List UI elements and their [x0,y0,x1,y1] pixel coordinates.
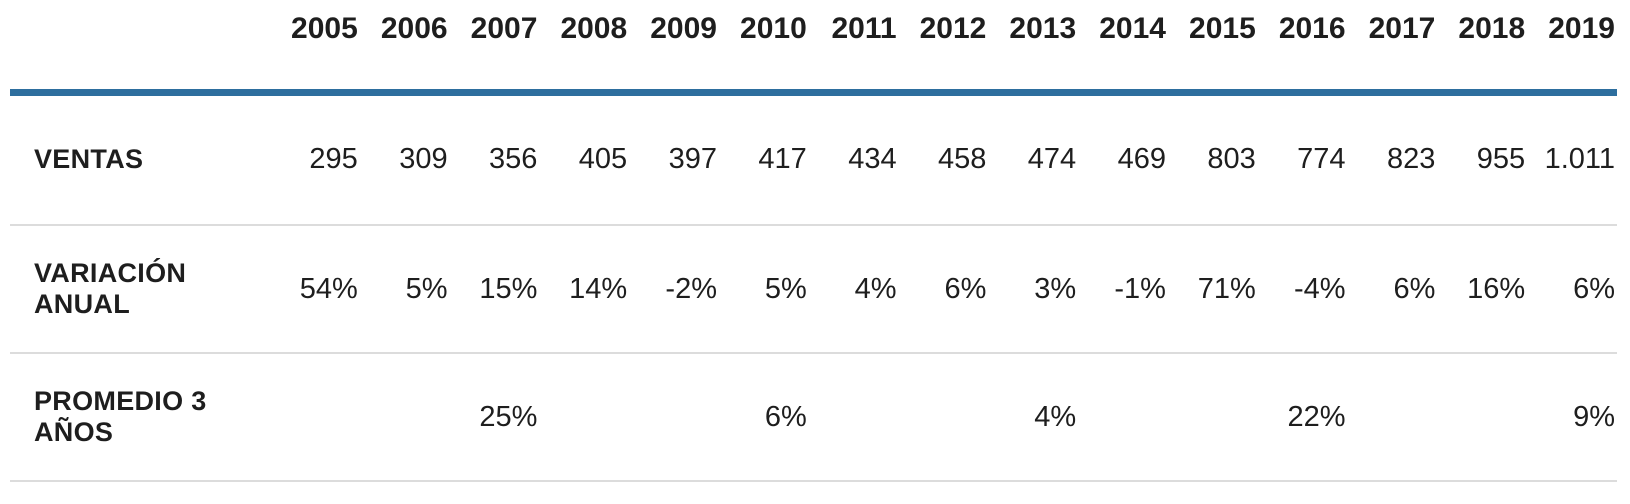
value-cell: 5% [718,225,809,354]
value-cell: 22% [1257,353,1348,482]
value-cell [359,353,450,482]
value-cell: 397 [629,92,719,226]
value-cell: 4% [808,225,899,354]
value-cell: 469 [1078,92,1168,226]
value-cell [808,353,899,482]
value-cell: 434 [808,92,899,226]
value-cell: 823 [1347,92,1438,226]
year-header-2006: 2006 [359,0,450,96]
row-label-promedio-3-anos: PROMEDIO 3 AÑOS [10,353,270,482]
year-header-2008: 2008 [539,0,630,96]
year-header-2011: 2011 [808,0,899,96]
value-cell: 6% [1347,225,1438,354]
year-header-2017: 2017 [1347,0,1438,96]
year-header-2010: 2010 [718,0,809,96]
value-cell: 6% [1527,225,1617,354]
value-cell: 474 [988,92,1079,226]
value-cell [629,353,719,482]
value-cell: 1.011 [1527,92,1617,226]
corner-cell [10,0,270,96]
value-cell: 15% [449,225,540,354]
value-cell [1437,353,1528,482]
value-cell: -4% [1257,225,1348,354]
year-header-row: 2005 2006 2007 2008 2009 2010 2011 2012 … [10,0,1617,96]
value-cell: 16% [1437,225,1528,354]
value-cell: 803 [1167,92,1258,226]
year-header-2018: 2018 [1437,0,1528,96]
value-cell: 458 [898,92,989,226]
value-cell: 417 [718,92,809,226]
year-header-2005: 2005 [270,0,360,96]
year-header-2013: 2013 [988,0,1079,96]
table-row-ventas: VENTAS 295 309 356 405 397 417 434 458 4… [10,92,1617,226]
value-cell [270,353,360,482]
table-row-variacion-anual: VARIACIÓN ANUAL 54% 5% 15% 14% -2% 5% 4%… [10,225,1617,354]
value-cell: 6% [718,353,809,482]
year-header-2016: 2016 [1257,0,1348,96]
value-cell [1167,353,1258,482]
value-cell: 5% [359,225,450,354]
sales-history-table: 2005 2006 2007 2008 2009 2010 2011 2012 … [10,0,1617,482]
value-cell [898,353,989,482]
value-cell: 955 [1437,92,1528,226]
value-cell: 405 [539,92,630,226]
row-label-ventas: VENTAS [10,92,270,226]
value-cell: 4% [988,353,1079,482]
value-cell: 295 [270,92,360,226]
row-label-variacion-anual: VARIACIÓN ANUAL [10,225,270,354]
value-cell: 54% [270,225,360,354]
value-cell: -1% [1078,225,1168,354]
year-header-2012: 2012 [898,0,989,96]
value-cell: 14% [539,225,630,354]
value-cell: -2% [629,225,719,354]
year-header-2015: 2015 [1167,0,1258,96]
value-cell: 6% [898,225,989,354]
value-cell: 309 [359,92,450,226]
value-cell: 3% [988,225,1079,354]
year-header-2009: 2009 [629,0,719,96]
value-cell: 356 [449,92,540,226]
year-header-2007: 2007 [449,0,540,96]
year-header-2014: 2014 [1078,0,1168,96]
value-cell [1078,353,1168,482]
value-cell: 9% [1527,353,1617,482]
year-header-2019: 2019 [1527,0,1617,96]
value-cell [1347,353,1438,482]
table-row-promedio-3-anos: PROMEDIO 3 AÑOS 25% 6% 4% 22% 9% [10,353,1617,482]
value-cell: 25% [449,353,540,482]
value-cell: 774 [1257,92,1348,226]
value-cell [539,353,630,482]
value-cell: 71% [1167,225,1258,354]
